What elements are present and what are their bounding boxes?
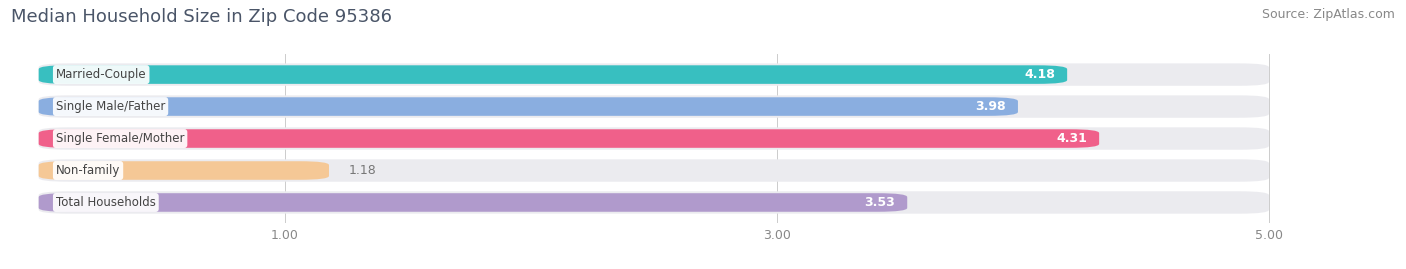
FancyBboxPatch shape bbox=[39, 129, 1099, 148]
Text: Non-family: Non-family bbox=[56, 164, 121, 177]
FancyBboxPatch shape bbox=[39, 161, 329, 180]
Text: 4.31: 4.31 bbox=[1056, 132, 1087, 145]
FancyBboxPatch shape bbox=[39, 159, 1268, 182]
Text: Married-Couple: Married-Couple bbox=[56, 68, 146, 81]
Text: Median Household Size in Zip Code 95386: Median Household Size in Zip Code 95386 bbox=[11, 8, 392, 26]
FancyBboxPatch shape bbox=[39, 95, 1268, 118]
Text: 1.18: 1.18 bbox=[349, 164, 377, 177]
FancyBboxPatch shape bbox=[39, 191, 1268, 214]
Text: Single Female/Mother: Single Female/Mother bbox=[56, 132, 184, 145]
Text: Single Male/Father: Single Male/Father bbox=[56, 100, 166, 113]
FancyBboxPatch shape bbox=[39, 193, 907, 212]
FancyBboxPatch shape bbox=[39, 97, 1018, 116]
FancyBboxPatch shape bbox=[39, 65, 1067, 84]
Text: 4.18: 4.18 bbox=[1024, 68, 1054, 81]
FancyBboxPatch shape bbox=[39, 63, 1268, 86]
Text: 3.98: 3.98 bbox=[974, 100, 1005, 113]
Text: Source: ZipAtlas.com: Source: ZipAtlas.com bbox=[1261, 8, 1395, 21]
Text: Total Households: Total Households bbox=[56, 196, 156, 209]
Text: 3.53: 3.53 bbox=[865, 196, 896, 209]
FancyBboxPatch shape bbox=[39, 127, 1268, 150]
